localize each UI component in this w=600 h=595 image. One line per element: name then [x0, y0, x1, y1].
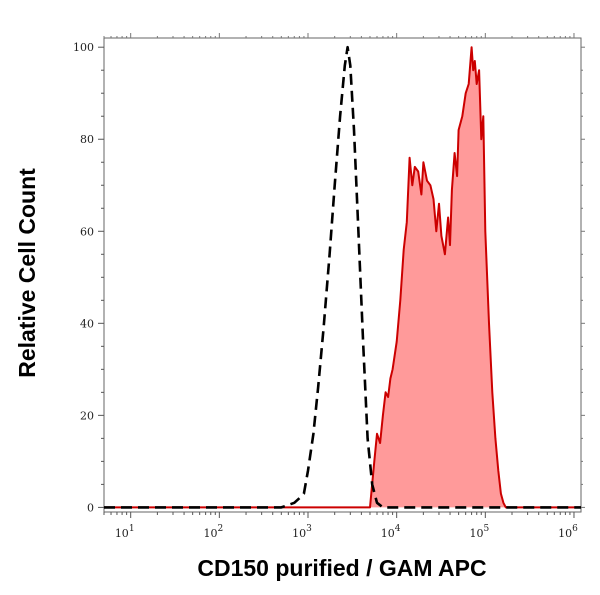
y-tick-label: 60	[80, 225, 94, 238]
stained-series-line	[104, 46, 581, 509]
control-series-line	[104, 45, 581, 509]
x-tick-label: 101	[115, 524, 135, 540]
y-tick-label: 80	[80, 133, 94, 146]
x-tick-label: 104	[381, 524, 401, 540]
y-tick-label: 20	[80, 409, 94, 422]
x-tick-label: 102	[203, 524, 223, 540]
y-axis-title: Relative Cell Count	[14, 168, 40, 378]
x-tick-label: 106	[558, 524, 578, 540]
stained-area-fill	[104, 47, 581, 508]
x-axis-title: CD150 purified / GAM APC	[197, 555, 486, 581]
plot-frame	[103, 37, 582, 513]
y-tick-label: 100	[73, 41, 94, 54]
y-tick-label: 0	[87, 501, 94, 514]
x-tick-label: 105	[469, 524, 489, 540]
y-tick-label: 40	[80, 317, 94, 330]
minor-ticks	[103, 33, 575, 518]
x-tick-label: 103	[292, 524, 312, 540]
major-ticks	[98, 46, 585, 508]
series-layer	[104, 45, 581, 509]
